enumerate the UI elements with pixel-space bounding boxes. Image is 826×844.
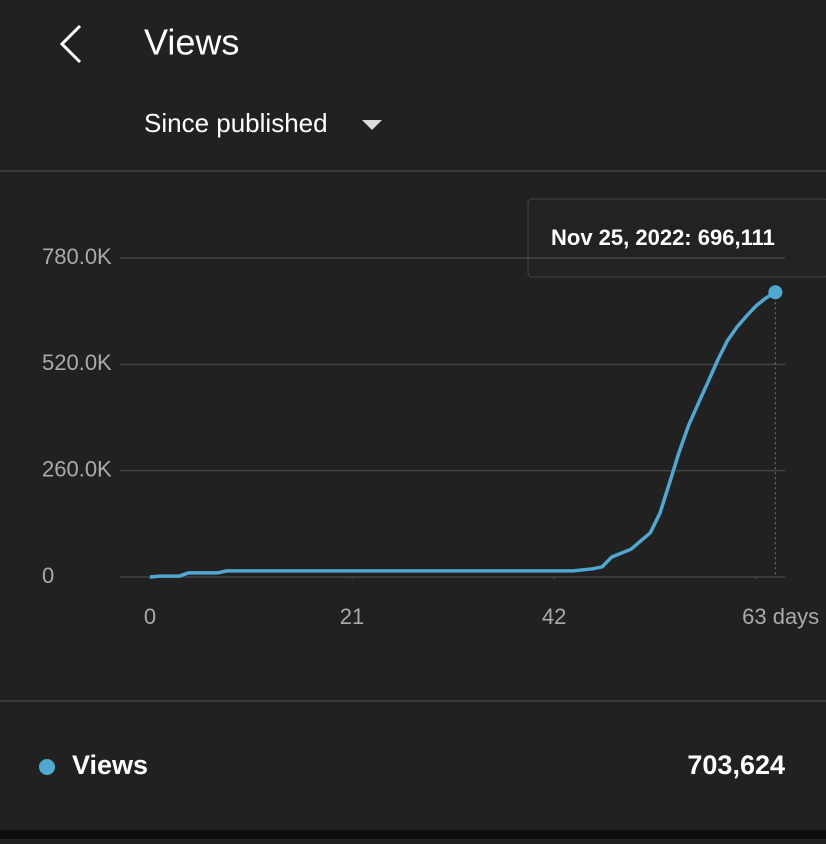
x-tick-label: 42 <box>542 604 566 629</box>
y-tick-label: 520.0K <box>42 350 112 375</box>
x-tick-label: 21 <box>340 604 364 629</box>
total-value: 703,624 <box>687 750 785 780</box>
x-tick-label: 63 days <box>742 604 819 629</box>
bottom-bar <box>0 830 826 839</box>
y-tick-label: 780.0K <box>42 244 112 269</box>
legend-dot <box>39 759 55 775</box>
line <box>149 290 777 579</box>
highlight-point <box>768 285 783 300</box>
page-title: Views <box>144 22 239 63</box>
legend-label: Views <box>72 750 148 780</box>
y-tick-label: 0 <box>42 563 54 588</box>
tooltip-text: Nov 25, 2022: 696,111 <box>551 225 775 250</box>
dropdown-arrow[interactable] <box>362 120 382 130</box>
x-tick-label: 0 <box>144 604 156 629</box>
y-tick-label: 260.0K <box>42 456 112 481</box>
back-button[interactable] <box>59 24 82 64</box>
period-filter[interactable]: Since published <box>144 108 328 138</box>
